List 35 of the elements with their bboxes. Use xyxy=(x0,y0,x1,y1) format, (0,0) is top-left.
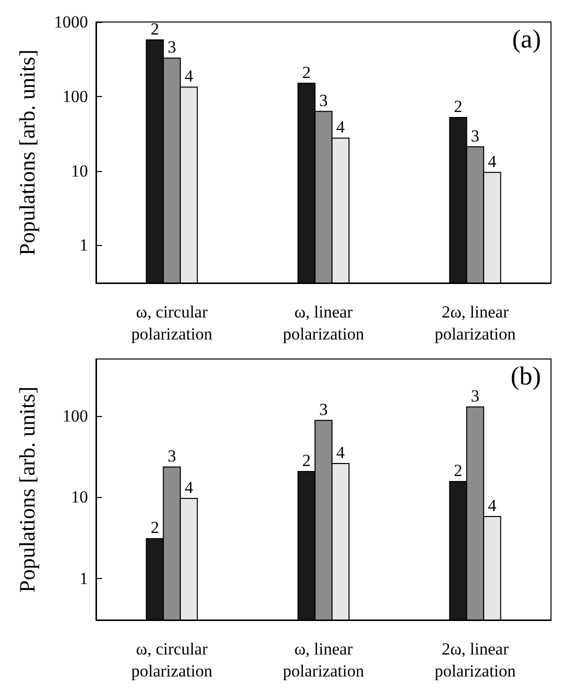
y-tick-label: 1 xyxy=(80,236,88,255)
x-tick-label: ω, circular polarization xyxy=(131,640,213,680)
x-tick-label: ω, circular polarization xyxy=(131,302,213,344)
text: 3 xyxy=(319,400,328,419)
text: 2 xyxy=(302,451,311,470)
text: 4 xyxy=(336,118,345,137)
x-tick-label: ω, linear polarization xyxy=(282,302,365,344)
series-label: 4 xyxy=(184,478,194,497)
x-tick-label: ω, linear polarization xyxy=(282,640,365,680)
y-tick-label: 1 xyxy=(80,569,88,588)
y-tick-label: 1000 xyxy=(54,12,88,32)
text: 2 xyxy=(454,461,462,480)
series-label: 3 xyxy=(168,446,176,466)
text: 3 xyxy=(319,90,328,110)
text: 2 xyxy=(454,97,462,116)
series-label: 2 xyxy=(150,518,160,538)
text: 3 xyxy=(470,126,480,146)
annotation: (a) xyxy=(512,24,542,54)
x-tick-label: 2ω, linear polarization xyxy=(434,302,516,344)
series-label: 2 xyxy=(150,19,160,38)
y-tick-label: 10 xyxy=(71,488,88,507)
x-tick-label: 2ω, linear polarization xyxy=(434,640,516,680)
y-axis-title: Populations [arb. units] xyxy=(14,50,40,256)
y-tick-label: 100 xyxy=(62,86,88,106)
text: 4 xyxy=(488,496,496,515)
series-label: 4 xyxy=(184,66,194,86)
series-label: 3 xyxy=(168,38,176,57)
y-tick-label: 100 xyxy=(62,406,88,426)
text: 2 xyxy=(302,62,311,82)
text: 3 xyxy=(470,386,480,406)
text: 4 xyxy=(488,152,496,171)
y-tick-label: 10 xyxy=(71,161,88,180)
text: 4 xyxy=(336,442,345,462)
y-axis-title: Populations [arb. units] xyxy=(14,386,40,592)
annotation: (b) xyxy=(510,362,542,390)
